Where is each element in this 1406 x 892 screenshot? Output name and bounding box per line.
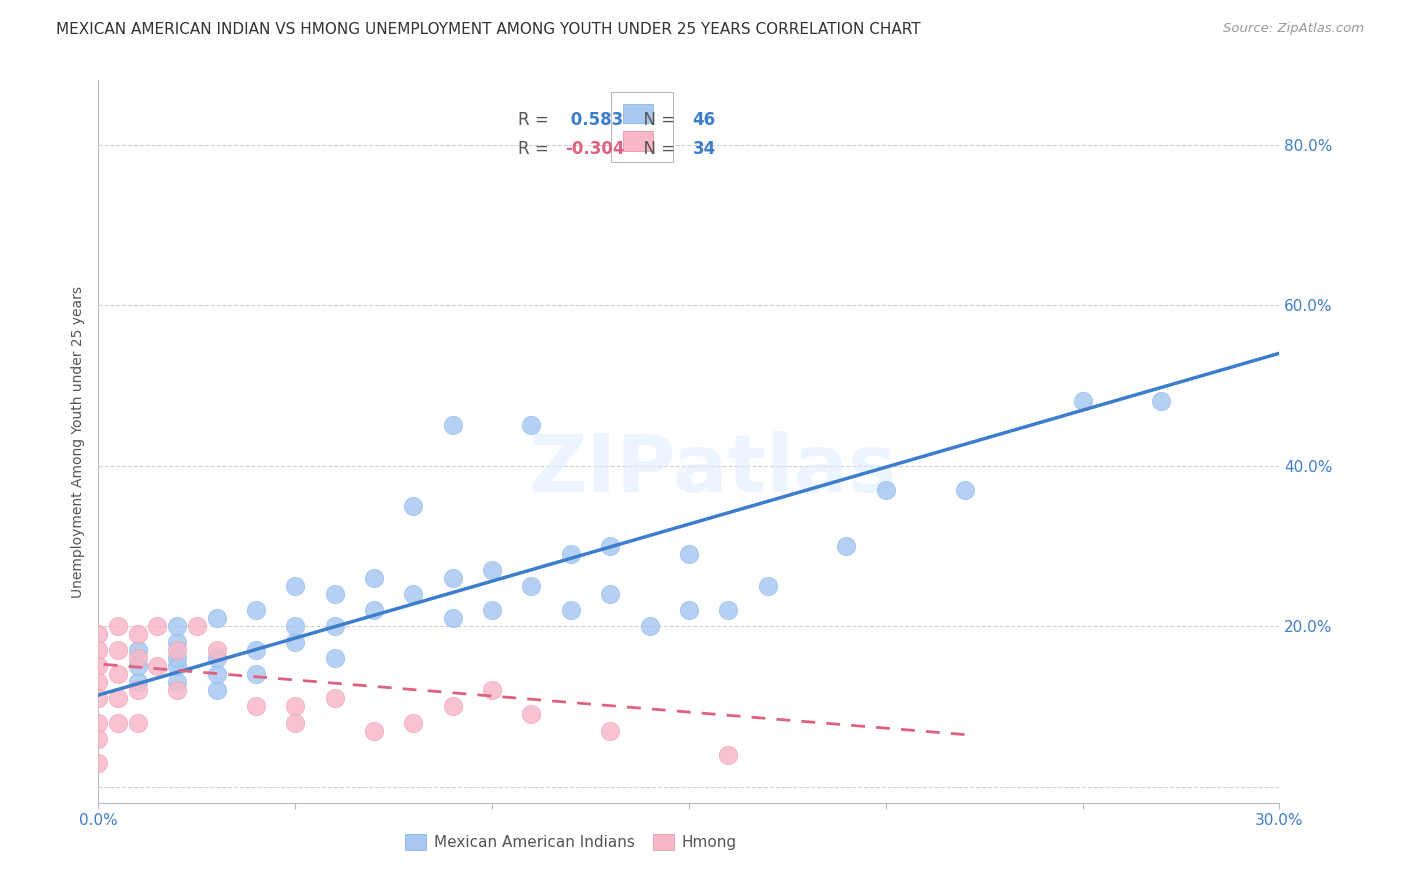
Point [678, 603, 700, 617]
Point [146, 619, 169, 633]
Point [481, 603, 503, 617]
Point [323, 651, 346, 665]
Point [402, 715, 425, 730]
Point [520, 418, 543, 433]
Point [107, 715, 129, 730]
Point [717, 603, 740, 617]
Point [441, 699, 464, 714]
Point [599, 723, 621, 738]
Point [127, 627, 149, 641]
Point [127, 683, 149, 698]
Text: ZIPatlas: ZIPatlas [529, 432, 897, 509]
Point [835, 539, 858, 553]
Text: N =: N = [634, 111, 681, 129]
Point [323, 619, 346, 633]
Point [441, 611, 464, 625]
Point [284, 715, 307, 730]
Point [875, 483, 897, 497]
Point [166, 683, 188, 698]
Point [363, 723, 385, 738]
Point [323, 587, 346, 601]
Point [560, 603, 582, 617]
Point [520, 707, 543, 722]
Point [205, 643, 228, 657]
Point [107, 643, 129, 657]
Point [599, 587, 621, 601]
Point [441, 571, 464, 585]
Point [127, 675, 149, 690]
Point [87, 715, 110, 730]
Point [166, 651, 188, 665]
Point [323, 691, 346, 706]
Point [205, 683, 228, 698]
Point [284, 699, 307, 714]
Point [107, 691, 129, 706]
Point [520, 579, 543, 593]
Point [87, 659, 110, 673]
Point [284, 619, 307, 633]
Point [87, 643, 110, 657]
Point [284, 579, 307, 593]
Point [87, 756, 110, 770]
Point [146, 659, 169, 673]
Point [245, 699, 267, 714]
Text: 46: 46 [693, 111, 716, 129]
Point [166, 635, 188, 649]
Point [166, 643, 188, 657]
Text: R =: R = [517, 140, 554, 158]
Point [363, 571, 385, 585]
Point [481, 683, 503, 698]
Point [127, 715, 149, 730]
Point [756, 579, 779, 593]
Text: -0.304: -0.304 [565, 140, 624, 158]
Point [87, 691, 110, 706]
Point [599, 539, 621, 553]
Point [127, 651, 149, 665]
Text: 34: 34 [693, 140, 716, 158]
Point [87, 627, 110, 641]
Point [402, 587, 425, 601]
Point [1150, 394, 1173, 409]
Point [638, 619, 661, 633]
Text: 0.583: 0.583 [565, 111, 623, 129]
Point [441, 418, 464, 433]
Point [245, 667, 267, 681]
Point [127, 643, 149, 657]
Point [245, 643, 267, 657]
Point [678, 547, 700, 561]
Y-axis label: Unemployment Among Youth under 25 years: Unemployment Among Youth under 25 years [72, 285, 86, 598]
Point [87, 731, 110, 746]
Point [481, 563, 503, 577]
Point [166, 675, 188, 690]
Text: R =: R = [517, 111, 554, 129]
Point [1071, 394, 1094, 409]
Text: MEXICAN AMERICAN INDIAN VS HMONG UNEMPLOYMENT AMONG YOUTH UNDER 25 YEARS CORRELA: MEXICAN AMERICAN INDIAN VS HMONG UNEMPLO… [56, 22, 921, 37]
Point [402, 499, 425, 513]
Point [205, 611, 228, 625]
Point [205, 667, 228, 681]
Point [87, 675, 110, 690]
Point [107, 619, 129, 633]
Point [245, 603, 267, 617]
Point [205, 651, 228, 665]
Legend: Mexican American Indians, Hmong: Mexican American Indians, Hmong [398, 829, 744, 856]
Point [953, 483, 976, 497]
Point [186, 619, 208, 633]
Text: Source: ZipAtlas.com: Source: ZipAtlas.com [1223, 22, 1364, 36]
Text: N =: N = [634, 140, 681, 158]
Point [166, 659, 188, 673]
Point [127, 659, 149, 673]
Point [166, 619, 188, 633]
Point [560, 547, 582, 561]
Point [717, 747, 740, 762]
Point [107, 667, 129, 681]
Point [284, 635, 307, 649]
Point [363, 603, 385, 617]
